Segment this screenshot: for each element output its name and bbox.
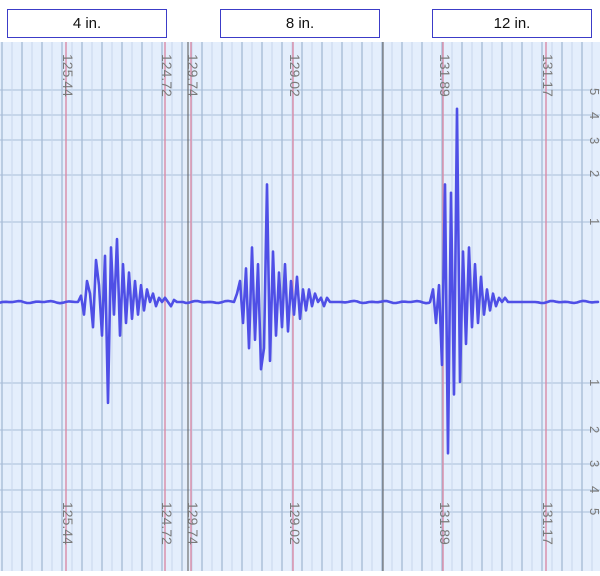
- marker-label-bottom: 129.74: [185, 502, 201, 545]
- right-axis-tick-label: 4: [587, 112, 600, 119]
- right-axis-tick-label: 1: [587, 379, 600, 386]
- right-axis-tick-label: 5: [587, 88, 600, 95]
- right-axis-tick-label: 1: [587, 218, 600, 225]
- marker-label-bottom: 125.44: [60, 502, 76, 545]
- marker-label-top: 124.72: [159, 54, 175, 97]
- right-axis-tick-label: 2: [587, 426, 600, 433]
- right-axis-tick-label: 2: [587, 170, 600, 177]
- right-axis-tick-label: 3: [587, 137, 600, 144]
- right-axis-tick-label: 5: [587, 508, 600, 515]
- panel-label-4-in: 4 in.: [7, 9, 167, 38]
- marker-label-top: 125.44: [60, 54, 76, 97]
- marker-label-bottom: 124.72: [159, 502, 175, 545]
- marker-label-bottom: 129.02: [287, 502, 303, 545]
- panel-label-8-in: 8 in.: [220, 9, 380, 38]
- marker-label-top: 129.74: [185, 54, 201, 97]
- panel-label-12-in: 12 in.: [432, 9, 592, 38]
- right-axis-tick-label: 4: [587, 486, 600, 493]
- marker-label-bottom: 131.17: [540, 502, 556, 545]
- marker-label-top: 129.02: [287, 54, 303, 97]
- marker-label-top: 131.89: [437, 54, 453, 97]
- marker-label-bottom: 131.89: [437, 502, 453, 545]
- right-axis-tick-label: 3: [587, 460, 600, 467]
- waveform-trace: [0, 107, 600, 455]
- marker-label-top: 131.17: [540, 54, 556, 97]
